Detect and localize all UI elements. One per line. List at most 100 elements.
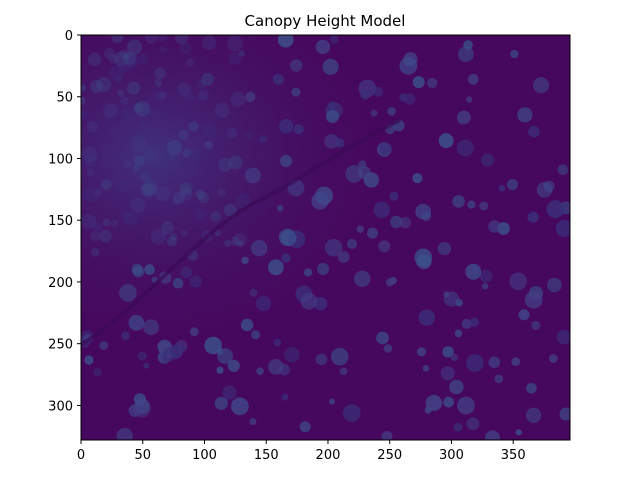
tree-crown: [373, 86, 384, 97]
tree-crown: [241, 256, 249, 265]
tree-crown: [87, 52, 102, 67]
tree-crown: [454, 329, 463, 338]
tree-crown: [128, 314, 145, 331]
tree-crown: [166, 236, 178, 247]
tree-crown: [424, 406, 432, 414]
y-tick-label: 200: [48, 276, 73, 291]
tree-crown: [370, 109, 378, 117]
tree-crown: [300, 293, 318, 310]
tree-crown: [137, 351, 147, 361]
tree-crown: [339, 367, 348, 376]
tree-crown: [120, 108, 135, 123]
x-tick-label: 50: [134, 448, 151, 463]
tree-crown: [245, 131, 254, 140]
y-tick-label: 250: [48, 338, 73, 353]
tree-crown: [168, 143, 182, 156]
tree-crown: [470, 317, 479, 327]
tree-crown: [480, 153, 495, 167]
y-tick-label: 300: [48, 399, 73, 414]
tree-crown: [86, 169, 95, 177]
tree-crown: [114, 75, 123, 84]
tree-crown: [249, 418, 257, 426]
tree-crown: [322, 58, 339, 75]
tree-crown: [84, 355, 94, 365]
chart-title: Canopy Height Model: [245, 12, 406, 30]
tree-crown: [456, 139, 474, 157]
tree-crown: [114, 51, 130, 67]
tree-crown: [123, 159, 133, 169]
tree-crown: [236, 240, 244, 247]
tree-crown: [94, 188, 103, 197]
tree-crown: [133, 102, 144, 113]
tree-crown: [134, 101, 151, 117]
tree-crown: [195, 189, 206, 200]
tree-crown: [399, 216, 411, 229]
tree-crown: [158, 91, 167, 99]
tree-crown: [379, 142, 392, 156]
tree-crown: [117, 89, 125, 98]
tree-crown: [467, 73, 479, 85]
trail-line: [81, 118, 401, 347]
tree-crown: [130, 197, 146, 213]
tree-crown: [363, 172, 380, 188]
tree-crown: [525, 407, 542, 423]
tree-crown: [203, 124, 217, 138]
tree-crown: [189, 275, 202, 288]
tree-crown: [132, 164, 140, 172]
tree-crown: [415, 203, 432, 220]
tree-crown: [188, 121, 199, 132]
tree-crown: [412, 76, 425, 89]
tree-crown: [81, 110, 88, 117]
tree-crown: [143, 362, 150, 369]
tree-crown: [155, 35, 168, 42]
tree-crown: [120, 49, 131, 60]
tree-crown: [315, 353, 328, 366]
tree-crown: [268, 259, 284, 276]
tree-crown: [556, 330, 570, 345]
tree-crown: [81, 84, 87, 92]
tree-crown: [335, 138, 345, 148]
tree-crown: [255, 295, 272, 312]
tree-crown: [324, 134, 339, 149]
tree-crown: [182, 148, 192, 158]
tree-crown: [128, 404, 142, 417]
y-tick-label: 0: [65, 29, 73, 44]
tree-crown: [122, 51, 137, 66]
tree-crown: [124, 211, 139, 226]
tree-crown: [528, 125, 540, 138]
tree-crown: [217, 348, 234, 364]
tree-crown: [557, 164, 569, 175]
tree-crown: [230, 236, 240, 246]
tree-crown: [465, 263, 482, 280]
tree-crown: [214, 102, 230, 119]
tree-crown: [120, 211, 131, 222]
tree-crown: [378, 240, 391, 253]
tree-crown: [515, 429, 522, 436]
tree-crown: [93, 368, 102, 377]
tree-crown: [178, 129, 189, 140]
tree-crown: [330, 35, 339, 44]
tree-crown: [467, 200, 476, 209]
tree-crown: [102, 218, 111, 227]
tree-crown: [201, 72, 215, 86]
tree-crown: [290, 59, 303, 72]
tree-crown: [466, 354, 484, 372]
tree-crown: [389, 191, 399, 201]
tree-crown: [235, 193, 251, 209]
tree-crown: [105, 112, 113, 121]
tree-crown: [416, 347, 427, 357]
tree-crown: [543, 180, 555, 192]
tree-crown: [230, 91, 246, 108]
tree-crown: [345, 165, 363, 183]
tree-crown: [427, 77, 438, 89]
tree-crown: [291, 87, 301, 97]
tree-crown: [177, 82, 191, 96]
tree-crown: [154, 91, 164, 101]
tree-crown: [196, 79, 206, 89]
tree-crown: [346, 238, 358, 249]
tree-crown: [360, 90, 370, 100]
tree-crown: [143, 319, 160, 336]
tree-crown: [461, 318, 472, 329]
tree-crown: [90, 79, 104, 94]
tree-crown: [304, 268, 313, 277]
